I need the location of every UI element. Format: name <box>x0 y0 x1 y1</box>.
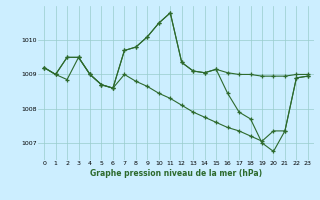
X-axis label: Graphe pression niveau de la mer (hPa): Graphe pression niveau de la mer (hPa) <box>90 169 262 178</box>
